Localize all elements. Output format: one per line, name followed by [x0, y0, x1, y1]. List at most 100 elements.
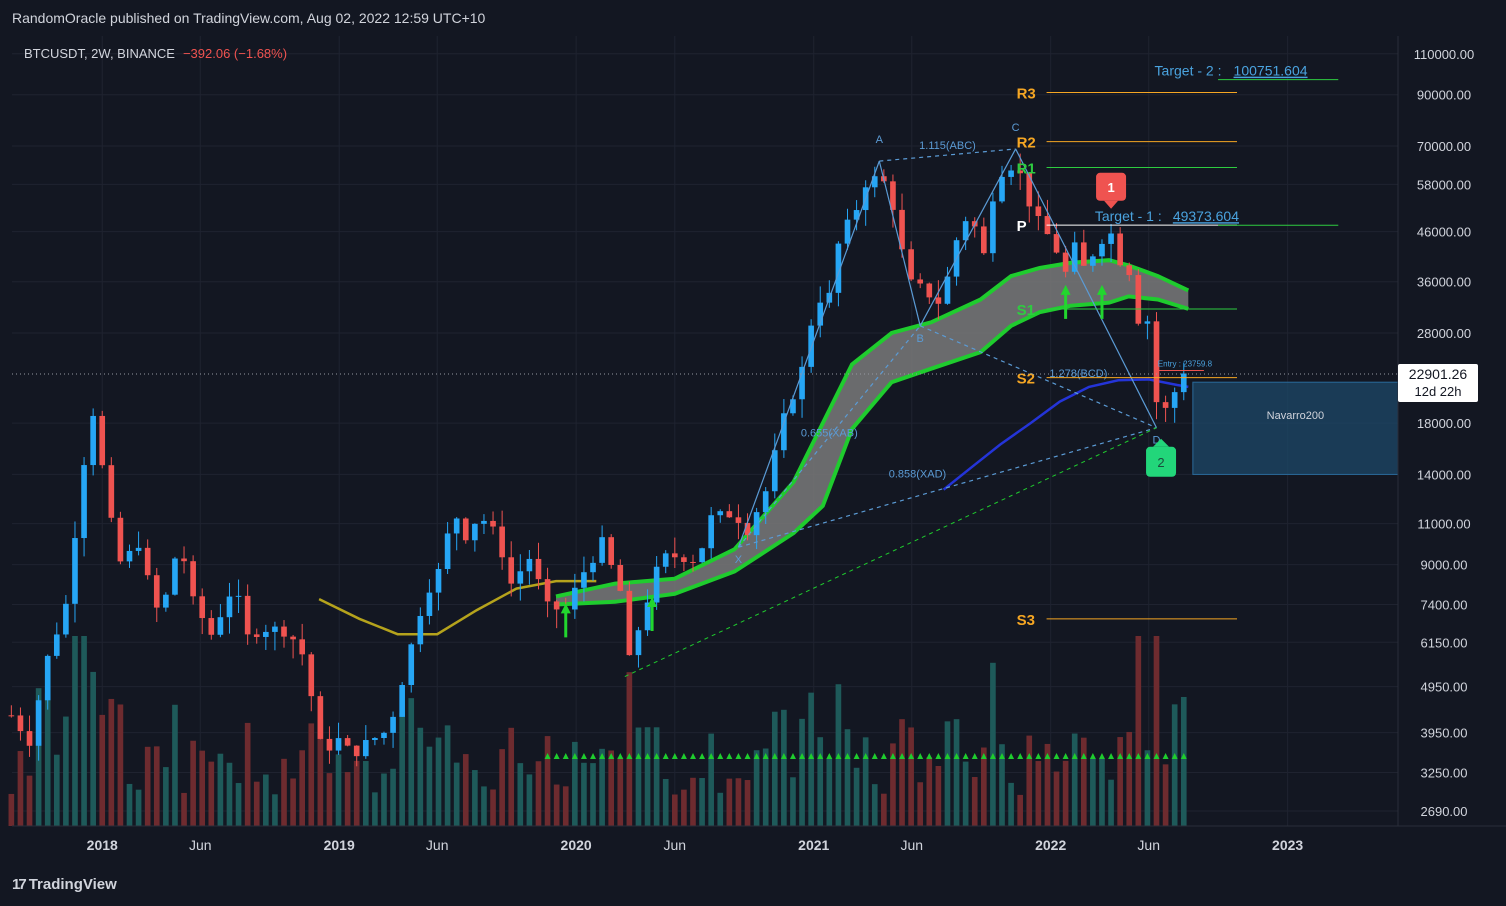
candle-body	[526, 558, 533, 572]
volume-bar	[981, 747, 987, 826]
volume-marker	[744, 753, 751, 759]
candle-body	[299, 639, 306, 655]
candle-body	[499, 526, 505, 558]
volume-bar	[1026, 735, 1033, 826]
target-label: Target - 1 :	[1095, 208, 1162, 224]
x-tick-label: Jun	[426, 837, 449, 853]
volume-bar	[590, 763, 596, 826]
volume-bar	[762, 748, 769, 826]
volume-bar	[881, 793, 887, 826]
candle-body	[362, 740, 369, 757]
candle-body	[1099, 243, 1105, 257]
volume-bar	[690, 777, 696, 826]
candle-body	[717, 511, 724, 516]
candle-body	[853, 210, 860, 220]
plot-area[interactable]	[12, 36, 1398, 826]
pattern-leg-ac	[879, 148, 1016, 162]
candle-body	[1117, 233, 1123, 266]
volume-bar	[1053, 771, 1060, 826]
volume-bar	[281, 758, 287, 826]
volume-bar	[553, 784, 560, 826]
y-tick-label: 9000.00	[1421, 558, 1468, 573]
volume-marker	[935, 753, 942, 759]
candle-body	[90, 415, 96, 466]
candle-body	[108, 465, 115, 518]
volume-bar	[426, 746, 433, 826]
volume-marker	[1017, 753, 1024, 759]
x-tick-label: 2021	[798, 837, 829, 853]
volume-bar	[1117, 737, 1123, 826]
volume-marker	[1144, 753, 1151, 759]
volume-bar	[899, 719, 905, 826]
last-price-box	[1398, 364, 1478, 403]
volume-bar	[44, 693, 51, 826]
y-tick-label: 7400.00	[1421, 598, 1468, 613]
candle-body	[835, 243, 842, 293]
ribbon-band	[555, 258, 1190, 607]
buy-arrow-head	[1096, 284, 1107, 295]
candle-body	[326, 738, 333, 751]
volume-marker	[1108, 753, 1115, 759]
candle-body	[1162, 402, 1169, 408]
ribbon-fill	[556, 260, 1189, 605]
x-tick-label: 2020	[561, 837, 592, 853]
volume-marker	[1117, 753, 1124, 759]
volume-bar	[390, 768, 396, 826]
volume-bar	[335, 754, 342, 826]
candle-body	[544, 579, 551, 602]
candle-body	[817, 302, 824, 326]
volume-marker	[862, 753, 869, 759]
volume-marker	[780, 753, 787, 759]
volume-bar	[90, 671, 96, 826]
price-chart[interactable]: X A B C D 0.655(XAB) 1.115(ABC) 1.278(BCD) 0.858…	[0, 0, 1506, 862]
volume-marker	[653, 753, 660, 759]
countdown-label: 12d 22h	[1415, 384, 1462, 399]
volume-bar	[535, 761, 542, 826]
volume-bar	[435, 737, 442, 826]
volume-bar	[126, 783, 133, 826]
buy-signal-pointer	[1153, 438, 1170, 447]
entry-label: Entry : 23759.8	[1158, 359, 1213, 368]
volume-marker	[908, 753, 915, 759]
volume-marker	[1071, 753, 1078, 759]
volume-bar	[626, 672, 633, 826]
y-tick-label: 14000.00	[1417, 467, 1471, 482]
volume-marker	[608, 753, 615, 759]
candle-body	[1171, 392, 1178, 408]
candle-body	[99, 415, 106, 466]
volume-bar	[599, 748, 605, 826]
volume-bar	[790, 777, 796, 826]
tv-brand: TradingView	[28, 876, 117, 893]
candle-body	[1008, 170, 1014, 177]
volume-marker	[899, 753, 906, 759]
volume-bar	[817, 737, 824, 826]
candle-body	[1080, 242, 1087, 266]
candle-body	[1135, 275, 1142, 324]
candle-body	[472, 523, 478, 541]
volume-bar	[490, 789, 496, 826]
x-tick-label: 2019	[324, 837, 355, 853]
volume-marker	[562, 753, 569, 759]
navarro-zone-label: Navarro200	[1267, 410, 1324, 422]
candle-body	[44, 655, 51, 701]
volume-bar	[326, 773, 333, 826]
volume-bar	[826, 758, 833, 826]
candle-body	[153, 575, 160, 608]
y-tick-label: 3250.00	[1421, 765, 1468, 780]
candle-body	[26, 731, 33, 746]
price-axis[interactable]: 110000.00 90000.00 70000.00 58000.00 46000.0…	[1397, 36, 1478, 826]
buy-signal-badge	[1146, 446, 1177, 477]
candle-body	[899, 209, 905, 250]
tradingview-logo[interactable]: 17 TradingView	[12, 876, 117, 893]
target-value: 49373.604	[1173, 208, 1239, 224]
volume-marker	[789, 753, 796, 759]
volume-bar	[517, 763, 524, 826]
time-axis[interactable]: 2018 Jun 2019 Jun 2020 Jun 2021 Jun 2022 Jun 2023	[12, 825, 1506, 853]
volume-marker	[853, 753, 860, 759]
volume-bar	[1180, 696, 1187, 826]
candle-body	[372, 738, 378, 741]
candle-body	[281, 626, 287, 637]
volume-bar	[1035, 761, 1042, 826]
volume-bar	[1017, 794, 1023, 826]
candle-body	[63, 603, 69, 635]
